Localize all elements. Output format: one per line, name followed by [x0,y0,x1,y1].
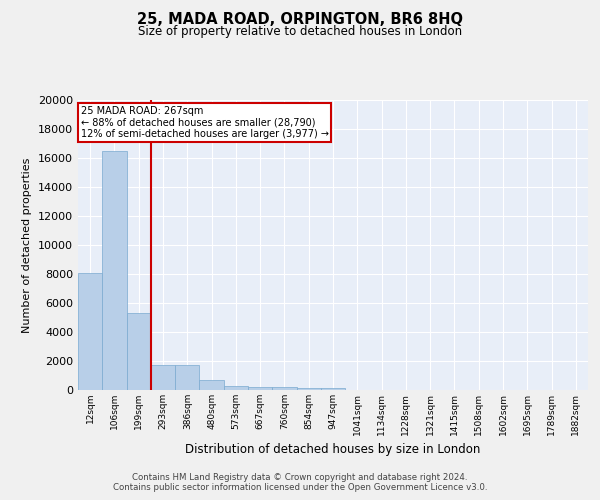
Text: 25 MADA ROAD: 267sqm
← 88% of detached houses are smaller (28,790)
12% of semi-d: 25 MADA ROAD: 267sqm ← 88% of detached h… [80,106,329,139]
Text: Distribution of detached houses by size in London: Distribution of detached houses by size … [185,442,481,456]
Bar [321,388,345,390]
Bar [199,380,224,390]
Bar [102,151,127,390]
Bar [151,364,175,390]
Bar [78,272,102,390]
Bar [224,386,248,390]
Bar [296,388,321,390]
Bar [127,313,151,390]
Text: Size of property relative to detached houses in London: Size of property relative to detached ho… [138,25,462,38]
Bar [248,387,272,390]
Text: 25, MADA ROAD, ORPINGTON, BR6 8HQ: 25, MADA ROAD, ORPINGTON, BR6 8HQ [137,12,463,28]
Bar [175,364,199,390]
Text: Contains HM Land Registry data © Crown copyright and database right 2024.: Contains HM Land Registry data © Crown c… [132,472,468,482]
Y-axis label: Number of detached properties: Number of detached properties [22,158,32,332]
Bar [272,388,296,390]
Text: Contains public sector information licensed under the Open Government Licence v3: Contains public sector information licen… [113,484,487,492]
